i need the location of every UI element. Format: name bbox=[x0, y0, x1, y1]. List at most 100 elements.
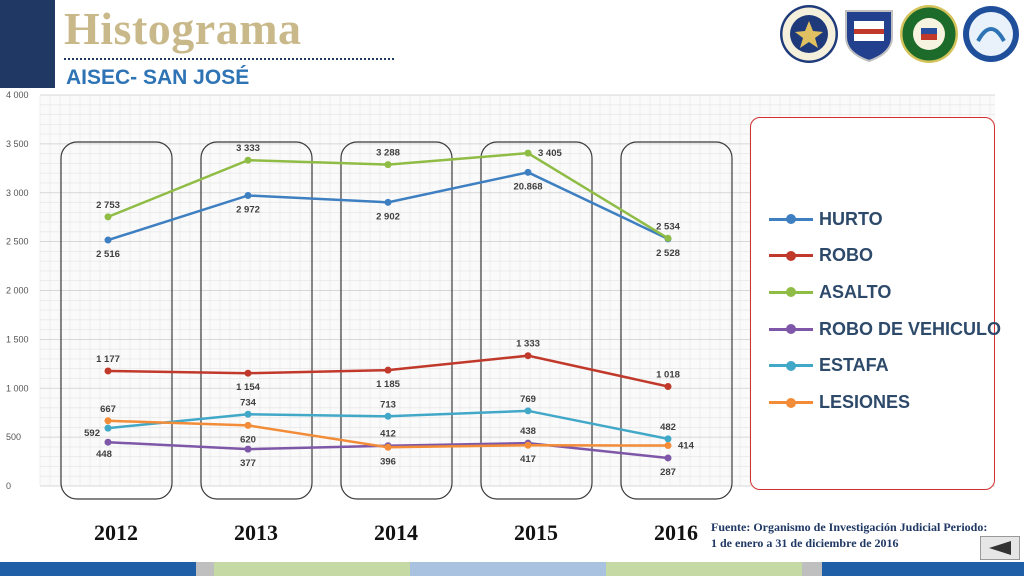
title-underline bbox=[64, 58, 394, 60]
data-point bbox=[104, 417, 112, 425]
x-category-label: 2014 bbox=[374, 520, 418, 545]
data-label: 438 bbox=[520, 426, 536, 437]
data-point bbox=[524, 407, 532, 415]
data-point bbox=[384, 161, 392, 169]
x-category-label: 2015 bbox=[514, 520, 558, 545]
strip-segment bbox=[606, 562, 802, 576]
data-label: 1 177 bbox=[96, 354, 120, 365]
data-label: 2 534 bbox=[656, 221, 680, 232]
data-point bbox=[244, 369, 252, 377]
data-label: 734 bbox=[240, 397, 257, 408]
data-point bbox=[524, 168, 532, 176]
data-point bbox=[384, 366, 392, 374]
data-point bbox=[104, 438, 112, 446]
year-box-2013 bbox=[200, 141, 313, 500]
header-accent-bar bbox=[0, 0, 55, 88]
data-label: 769 bbox=[520, 394, 536, 405]
back-button[interactable] bbox=[980, 536, 1020, 560]
year-box-2016 bbox=[620, 141, 733, 500]
legend-label: ROBO DE VEHICULO bbox=[819, 318, 1002, 339]
data-label: 3 288 bbox=[376, 148, 400, 159]
data-point bbox=[244, 156, 252, 164]
y-tick-label: 0 bbox=[6, 481, 11, 491]
data-label: 667 bbox=[100, 404, 116, 415]
data-label: 412 bbox=[380, 429, 396, 440]
y-tick-label: 2 000 bbox=[6, 286, 29, 296]
data-label: 592 bbox=[84, 428, 100, 439]
data-point bbox=[664, 454, 672, 462]
data-point bbox=[524, 149, 532, 157]
arrow-left-icon bbox=[989, 541, 1011, 555]
y-tick-label: 4 000 bbox=[6, 90, 29, 100]
source-line-2: 1 de enero a 31 de diciembre de 2016 bbox=[711, 536, 899, 550]
data-label: 482 bbox=[660, 422, 676, 433]
data-label: 1 185 bbox=[376, 379, 400, 390]
year-box-2014 bbox=[340, 141, 453, 500]
data-point bbox=[244, 191, 252, 199]
data-label: 2 902 bbox=[376, 211, 400, 222]
data-point bbox=[244, 421, 252, 429]
data-label: 1 018 bbox=[656, 369, 680, 380]
policia-emblem-icon bbox=[900, 5, 958, 63]
data-label: 620 bbox=[240, 434, 256, 445]
data-label: 3 333 bbox=[236, 143, 260, 154]
legend-item: ROBO bbox=[769, 241, 873, 271]
y-tick-label: 3 000 bbox=[6, 188, 29, 198]
strip-segment bbox=[822, 562, 1024, 576]
data-point bbox=[384, 443, 392, 451]
data-point bbox=[244, 410, 252, 418]
legend-label: HURTO bbox=[819, 208, 883, 229]
legend-item: ESTAFA bbox=[769, 351, 889, 381]
x-category-label: 2012 bbox=[94, 520, 138, 545]
data-point bbox=[244, 445, 252, 453]
legend-item: LESIONES bbox=[769, 388, 910, 418]
data-label: 448 bbox=[96, 449, 112, 460]
legend-item: HURTO bbox=[769, 204, 883, 234]
data-label: 2 972 bbox=[236, 204, 260, 215]
data-point bbox=[664, 382, 672, 390]
year-boxes bbox=[60, 141, 733, 500]
bottom-color-strip bbox=[0, 562, 1024, 576]
data-label: 2 528 bbox=[656, 248, 680, 259]
y-axis: 0 500 1 000 1 500 2 000 2 500 3 000 3 500 4 000 bbox=[6, 90, 29, 491]
legend-swatch bbox=[769, 214, 813, 224]
anniversary-emblem-icon bbox=[963, 6, 1019, 62]
data-point bbox=[664, 234, 672, 242]
data-point bbox=[524, 352, 532, 360]
data-label: 3 405 bbox=[538, 148, 562, 159]
data-point bbox=[104, 424, 112, 432]
data-labels: 2 516 2 972 2 902 20.868 2 528 1 177 1 154 1 18… bbox=[84, 143, 694, 478]
legend-swatch bbox=[769, 324, 813, 335]
data-label: 1 333 bbox=[516, 339, 540, 350]
data-point bbox=[664, 435, 672, 443]
data-label: 417 bbox=[520, 454, 536, 465]
page-title: Histograma bbox=[64, 3, 302, 54]
fuerza-publica-shield-icon bbox=[845, 10, 893, 63]
legend-label: ROBO bbox=[819, 245, 873, 266]
series-lines bbox=[104, 149, 672, 462]
us-embassy-seal-icon bbox=[780, 5, 838, 63]
source-line-1: Fuente: Organismo de Investigación Judic… bbox=[711, 520, 988, 534]
data-label: 713 bbox=[380, 399, 396, 410]
data-point bbox=[664, 442, 672, 450]
x-category-label: 2016 bbox=[654, 520, 698, 545]
y-tick-label: 2 500 bbox=[6, 237, 29, 247]
page-subtitle: AISEC- SAN JOSÉ bbox=[66, 66, 250, 89]
strip-segment bbox=[0, 562, 196, 576]
data-label: 1 154 bbox=[236, 382, 260, 393]
data-point bbox=[524, 441, 532, 449]
y-tick-label: 1 500 bbox=[6, 334, 29, 344]
y-tick-label: 3 500 bbox=[6, 139, 29, 149]
strip-segment bbox=[196, 562, 214, 576]
legend-label: ESTAFA bbox=[819, 355, 889, 376]
source-note: Fuente: Organismo de Investigación Judic… bbox=[711, 519, 1011, 551]
legend-swatch bbox=[769, 250, 813, 261]
chart-legend: HURTO ROBO ASALTO ROBO DE VEHICULO ESTAFA LES… bbox=[750, 117, 1001, 490]
strip-segment bbox=[410, 562, 606, 576]
data-point bbox=[384, 198, 392, 206]
year-box-2015 bbox=[480, 141, 593, 500]
x-category-label: 2013 bbox=[234, 520, 278, 545]
x-axis-categories: 2012 2013 2014 2015 2016 bbox=[94, 520, 698, 545]
data-point bbox=[104, 213, 112, 221]
strip-segment bbox=[802, 562, 822, 576]
